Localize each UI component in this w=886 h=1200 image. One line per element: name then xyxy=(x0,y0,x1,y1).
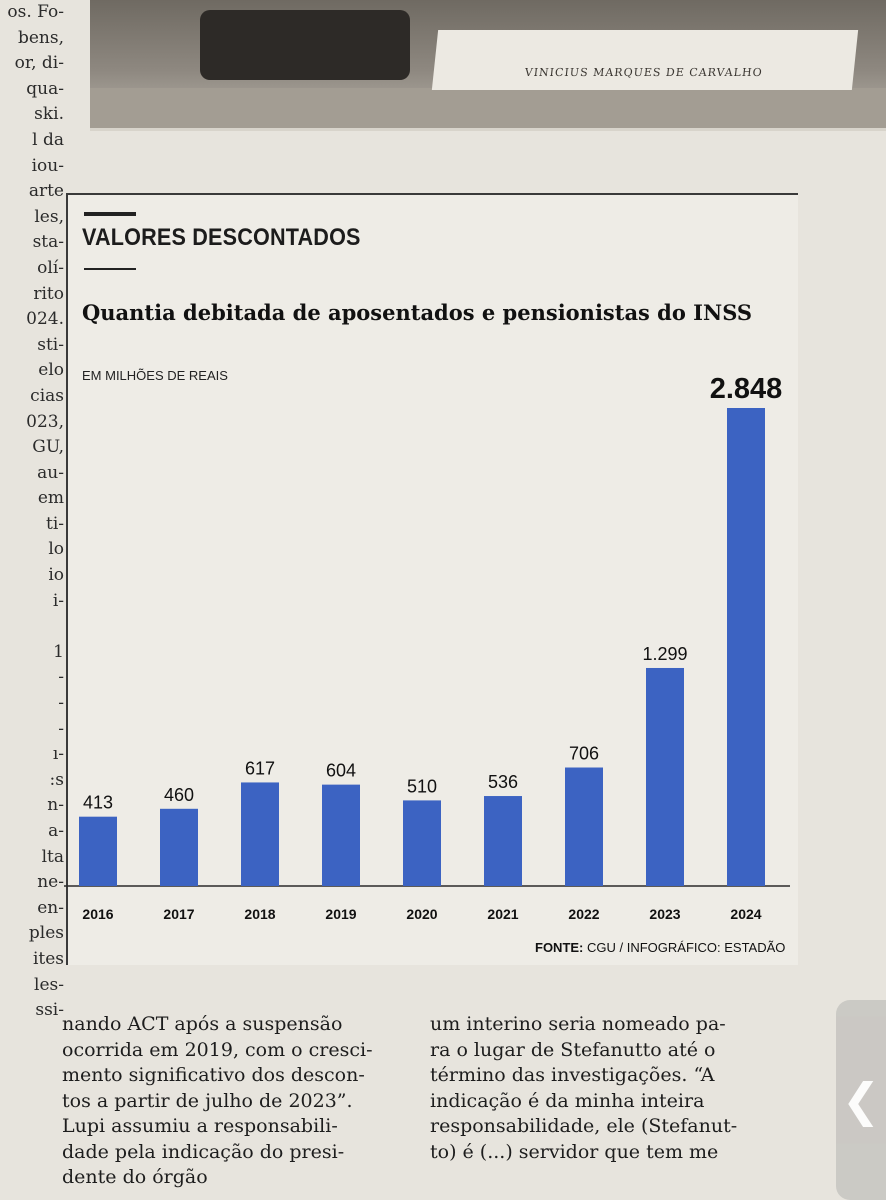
chevron-left-icon: ❮ xyxy=(841,1073,881,1127)
x-tick-label-2019: 2019 xyxy=(325,906,356,922)
body-line: Lupi assumiu a responsabili- xyxy=(62,1115,338,1137)
value-label-2016: 413 xyxy=(83,793,113,813)
x-tick-label-2017: 2017 xyxy=(163,906,194,922)
left-text-column: os. Fo-bens, or, di-qua-ski. l da iou-arte l… xyxy=(0,0,66,1200)
kicker-rule-top xyxy=(84,212,136,216)
left-column-line: n- xyxy=(47,795,64,816)
left-column-line: arte xyxy=(28,181,64,202)
left-column-line: i- xyxy=(52,590,64,611)
left-column-line: 023, xyxy=(26,411,64,432)
value-label-2024: 2.848 xyxy=(710,373,783,405)
left-column-line: olí- xyxy=(37,257,64,278)
body-line: ocorrida em 2019, com o cresci- xyxy=(62,1038,373,1061)
left-column-line: cias xyxy=(30,385,64,406)
body-line: ra o lugar de Stefanutto até o xyxy=(430,1038,716,1061)
bar-2020 xyxy=(403,800,441,886)
x-tick-label-2020: 2020 xyxy=(406,906,437,922)
photo-dark-object xyxy=(200,10,410,80)
left-column-line: sti- xyxy=(37,334,64,355)
body-line: dente do órgão xyxy=(62,1166,208,1188)
left-column-line: 1 xyxy=(53,641,64,662)
x-tick-label-2022: 2022 xyxy=(568,906,599,922)
left-column-line: :s xyxy=(49,769,64,790)
body-column-right: um interino seria nomeado pa-ra o lugar … xyxy=(430,1012,782,1165)
left-column-line: 024. xyxy=(26,309,64,330)
chart-source: FONTE: CGU / INFOGRÁFICO: ESTADÃO xyxy=(535,940,785,955)
chart-headline: Quantia debitada de aposentados e pensio… xyxy=(82,300,753,325)
top-photo: VINICIUS MARQUES DE CARVALHO xyxy=(90,0,886,131)
bar-2022 xyxy=(565,767,603,886)
value-label-2020: 510 xyxy=(407,776,437,796)
body-line: indicação é da minha inteira xyxy=(430,1089,705,1112)
left-column-line: GU, xyxy=(32,437,64,458)
left-column-line: os. Fo- xyxy=(7,2,64,22)
body-line: to) é (...) servidor que tem me xyxy=(430,1140,719,1163)
bar-2017 xyxy=(160,808,198,886)
photo-table-edge xyxy=(90,88,886,128)
left-column-line: ites xyxy=(32,948,64,969)
source-text: CGU / INFOGRÁFICO: ESTADÃO xyxy=(583,940,786,955)
left-column-line: ples xyxy=(28,923,64,944)
x-tick-label-2023: 2023 xyxy=(649,906,680,922)
left-column-line: - xyxy=(58,693,64,714)
value-label-2018: 617 xyxy=(245,758,275,778)
x-tick-label-2016: 2016 xyxy=(82,906,113,922)
x-tick-label-2021: 2021 xyxy=(487,906,518,922)
body-line: tos a partir de julho de 2023”. xyxy=(62,1089,353,1112)
bar-2021 xyxy=(484,796,522,886)
left-column-line: au- xyxy=(37,462,64,483)
infobox-kicker: VALORES DESCONTADOS xyxy=(82,224,361,251)
value-label-2023: 1.299 xyxy=(642,644,687,664)
value-label-2017: 460 xyxy=(164,785,194,805)
left-column-line: or, di- xyxy=(14,53,64,74)
bar-2019 xyxy=(322,784,360,886)
left-column-line: iou- xyxy=(31,155,64,176)
chart-unit-label: EM MILHÕES DE REAIS xyxy=(82,368,228,383)
bar-2024 xyxy=(727,408,765,886)
body-column-left: nando ACT após a suspensão ocorrida em 20… xyxy=(62,1012,404,1191)
body-line: responsabilidade, ele (Stefanut- xyxy=(430,1115,738,1137)
left-column-line: les, xyxy=(34,206,64,227)
left-column-line: les- xyxy=(34,974,64,995)
x-tick-label-2024: 2024 xyxy=(730,906,761,922)
left-column-line: ne- xyxy=(37,872,64,893)
value-label-2021: 536 xyxy=(488,772,518,792)
value-label-2022: 706 xyxy=(569,744,599,764)
left-column-line: lo xyxy=(48,539,64,560)
bar-2018 xyxy=(241,782,279,886)
left-column-line: lta xyxy=(41,846,64,867)
left-column-line: a- xyxy=(48,821,64,841)
left-column-line: en- xyxy=(37,897,64,918)
left-column-line: sta- xyxy=(32,232,64,253)
left-column-line: - xyxy=(58,718,64,739)
bar-2023 xyxy=(646,667,684,886)
body-line: término das investigações. “A xyxy=(430,1064,715,1086)
left-column-line: qua- xyxy=(26,78,64,99)
body-line: dade pela indicação do presi- xyxy=(62,1140,345,1163)
source-label: FONTE: xyxy=(535,940,584,955)
bar-2016 xyxy=(79,816,117,886)
kicker-rule-bottom xyxy=(84,268,136,270)
value-label-2019: 604 xyxy=(326,761,356,781)
left-column-line: elo xyxy=(38,360,64,381)
left-column-line: ski. xyxy=(34,104,64,125)
left-column-line: bens, xyxy=(17,27,64,48)
back-chevron-button[interactable]: ❮ xyxy=(836,1000,886,1200)
left-column-line: l da xyxy=(32,129,64,150)
left-column-line: ı- xyxy=(52,744,64,765)
body-line: mento significativo dos descon- xyxy=(62,1064,365,1086)
body-line: um interino seria nomeado pa- xyxy=(430,1013,726,1035)
body-line: nando ACT após a suspensão xyxy=(62,1013,343,1035)
left-column-line: ti- xyxy=(45,513,64,534)
left-column-line: - xyxy=(58,667,64,688)
left-column-line: io xyxy=(48,565,64,586)
left-column-line: ssi- xyxy=(35,1000,64,1021)
left-column-line: em xyxy=(37,488,64,509)
x-tick-label-2018: 2018 xyxy=(244,906,275,922)
left-column-line: rito xyxy=(33,283,64,304)
